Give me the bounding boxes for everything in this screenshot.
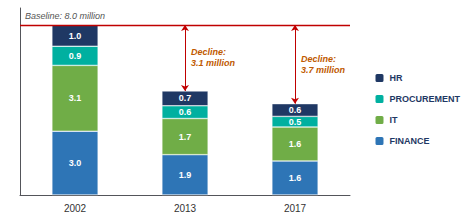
svg-text:3.7 million: 3.7 million	[301, 65, 346, 75]
svg-text:2017: 2017	[284, 203, 307, 214]
svg-text:FINANCE: FINANCE	[389, 136, 429, 146]
svg-text:Baseline: 8.0 million: Baseline: 8.0 million	[25, 11, 105, 21]
svg-text:1.6: 1.6	[289, 139, 302, 149]
svg-text:0.5: 0.5	[289, 117, 302, 127]
svg-text:IT: IT	[389, 115, 398, 125]
svg-text:0.7: 0.7	[179, 93, 192, 103]
svg-text:2013: 2013	[174, 203, 197, 214]
svg-text:1.0: 1.0	[69, 31, 82, 41]
svg-text:1.9: 1.9	[179, 170, 192, 180]
svg-text:2002: 2002	[64, 203, 87, 214]
svg-text:3.0: 3.0	[69, 158, 82, 168]
svg-text:0.6: 0.6	[179, 107, 192, 117]
svg-text:3.1: 3.1	[69, 93, 82, 103]
svg-text:HR: HR	[389, 73, 402, 83]
svg-text:0.9: 0.9	[69, 51, 82, 61]
svg-text:Decline:: Decline:	[301, 54, 336, 64]
svg-text:1.7: 1.7	[179, 132, 192, 142]
svg-text:Decline:: Decline:	[191, 47, 226, 57]
svg-text:1.6: 1.6	[289, 173, 302, 183]
svg-text:3.1 million: 3.1 million	[191, 58, 236, 68]
svg-text:0.6: 0.6	[289, 105, 302, 115]
svg-text:PROCUREMENT: PROCUREMENT	[389, 94, 460, 104]
